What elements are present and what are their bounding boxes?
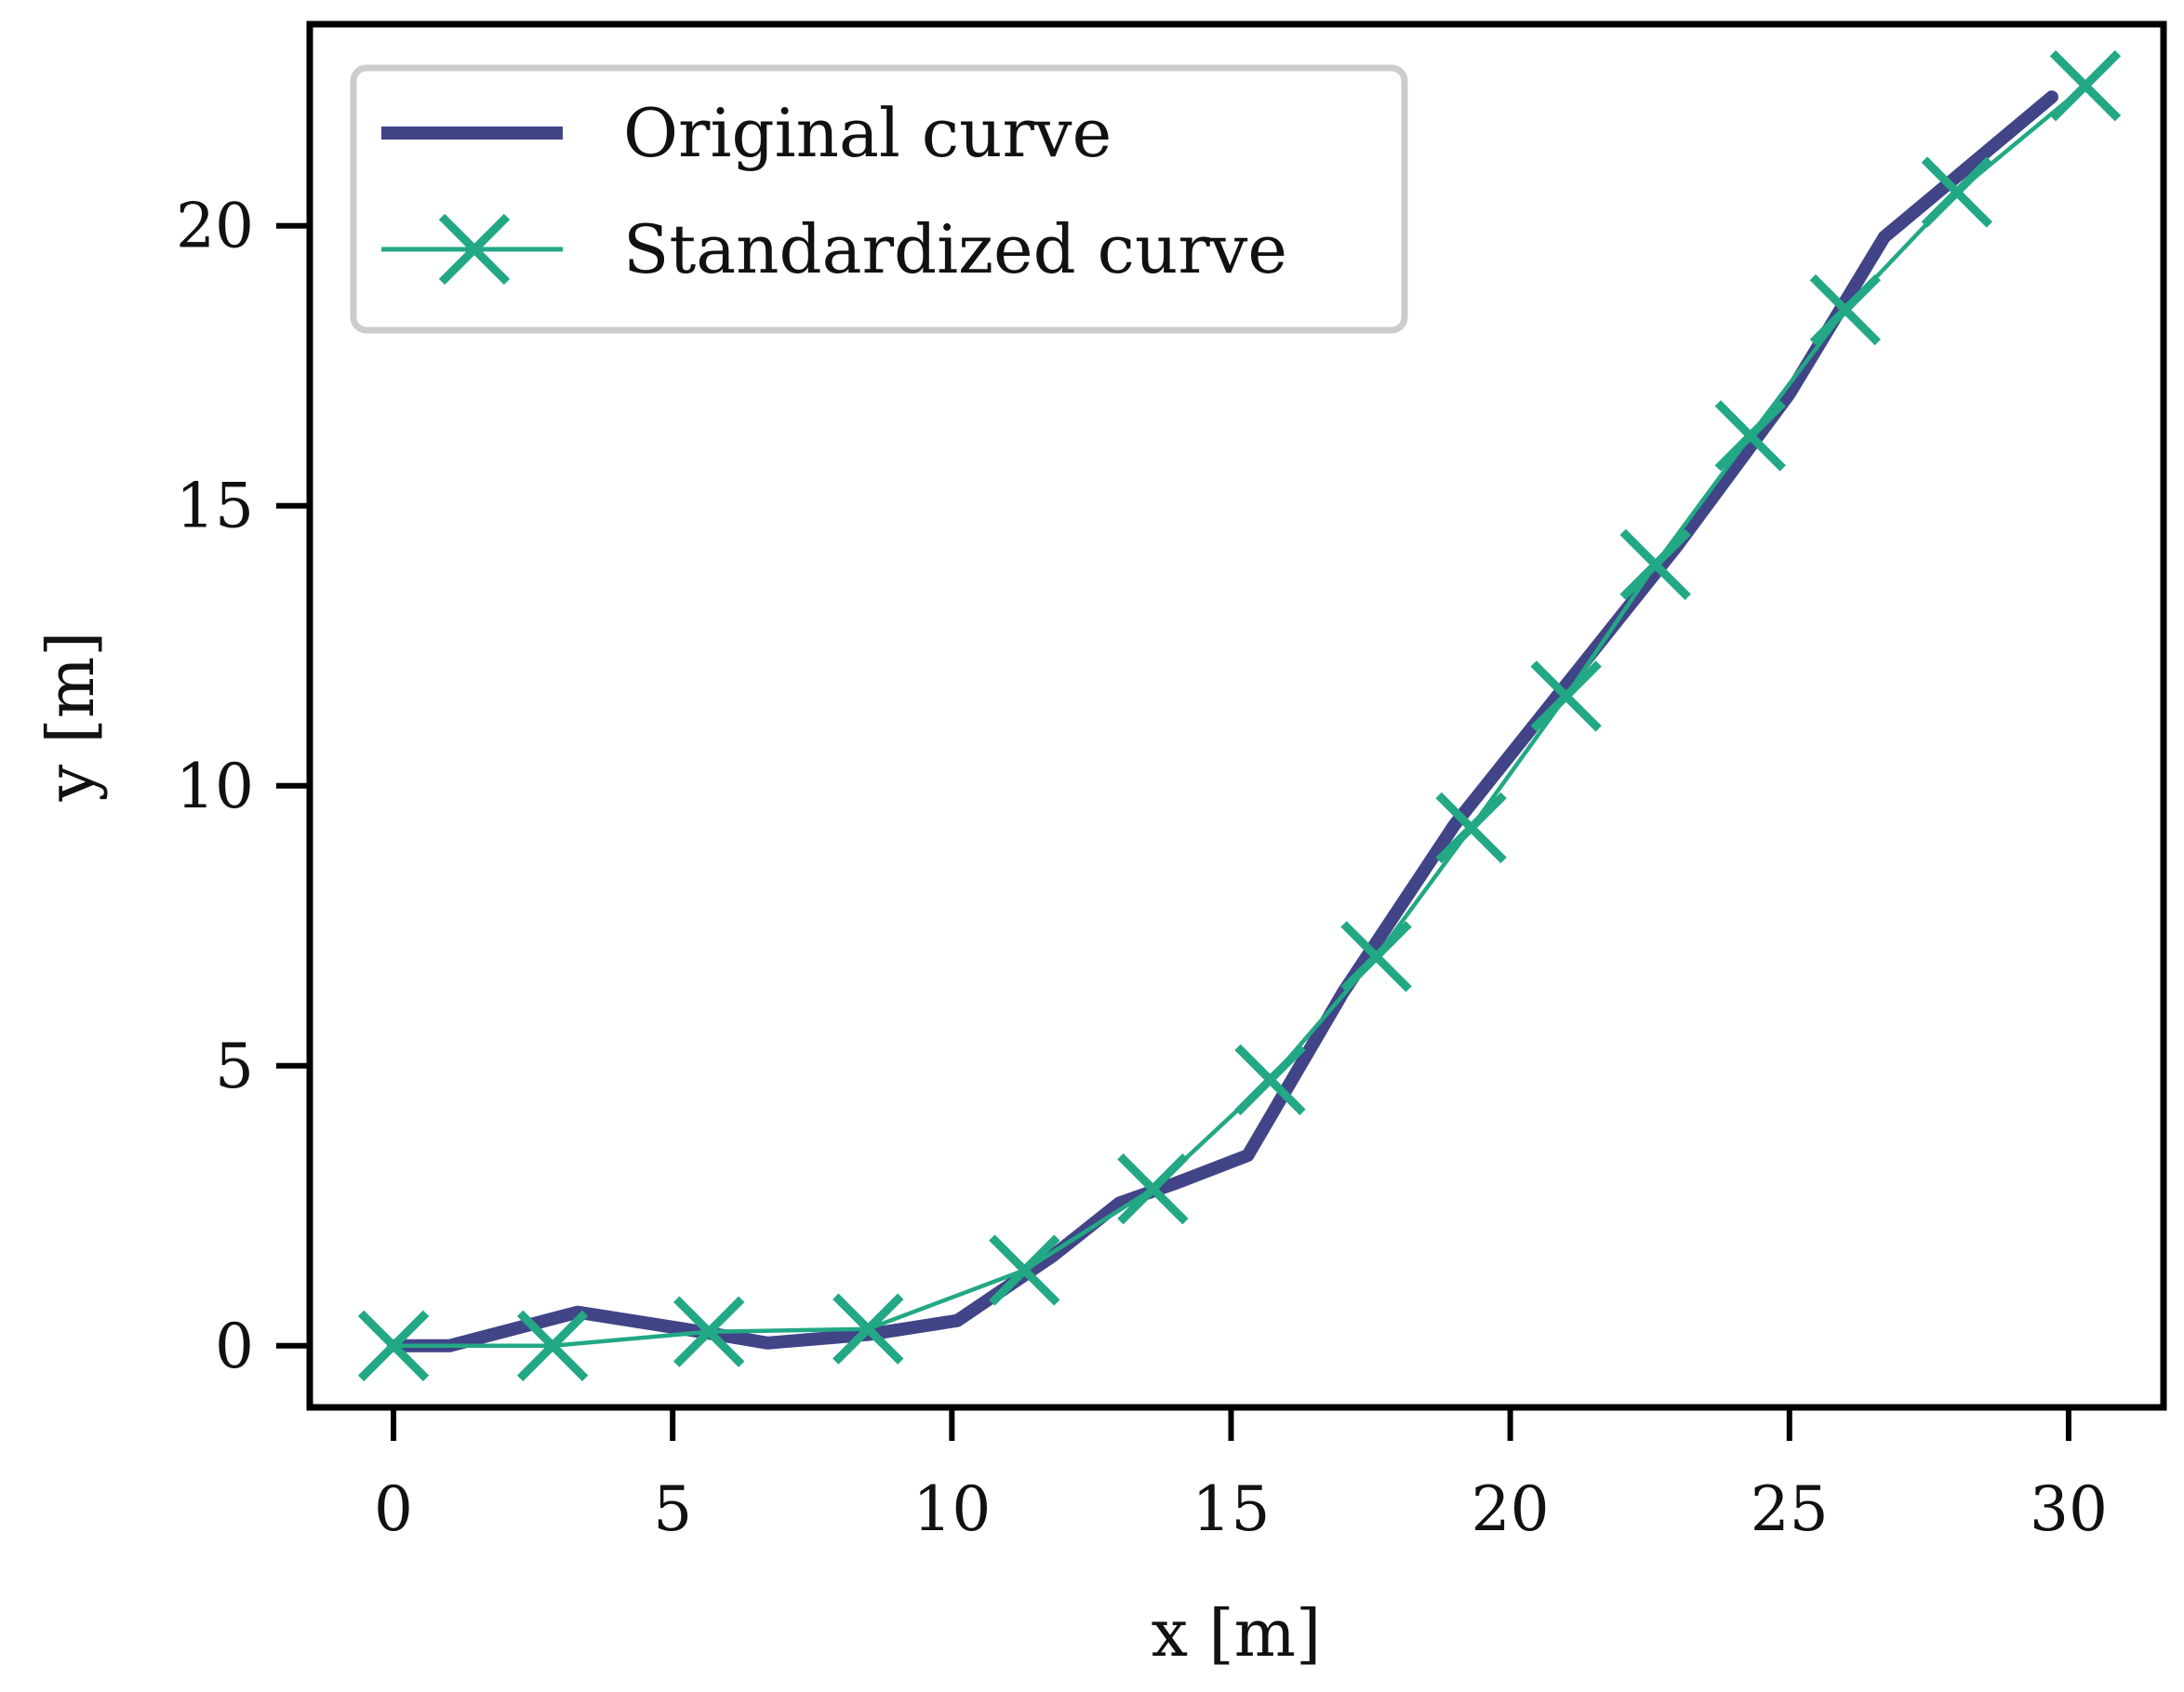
series-1-point-8 <box>1435 792 1507 864</box>
x-tick-label-4: 20 <box>1472 1473 1550 1545</box>
legend-original-label: Original curve <box>623 94 1112 172</box>
series-1-point-12 <box>1809 273 1882 346</box>
x-tick-label-1: 5 <box>653 1473 692 1545</box>
series-markers <box>357 50 2122 1381</box>
x-tick-label-3: 15 <box>1192 1473 1271 1545</box>
plot-frame <box>306 20 2167 1411</box>
x-axis-label: x [m] <box>1152 1595 1322 1672</box>
y-tick-label-4: 20 <box>176 191 254 262</box>
x-axis-ticks: 0 5 10 15 20 25 30 <box>374 1407 2108 1545</box>
series-line-0 <box>387 90 2058 1352</box>
series-1-point-5 <box>1117 1153 1189 1225</box>
series-1-point-3 <box>832 1293 904 1365</box>
series-1-point-11 <box>1714 400 1786 472</box>
legend: Original curve Standardized curve <box>350 64 1408 334</box>
series-1-point-0 <box>357 1310 430 1381</box>
x-tick-label-5: 25 <box>1751 1473 1829 1545</box>
series-1-point-10 <box>1619 528 1691 601</box>
legend-standardized-marker <box>438 213 511 286</box>
series-1-point-7 <box>1340 921 1412 993</box>
series-1-point-9 <box>1530 660 1602 732</box>
series-1-point-14 <box>2049 50 2122 122</box>
x-tick-label-2: 10 <box>912 1473 991 1545</box>
y-tick-label-1: 5 <box>215 1031 254 1102</box>
x-tick-label-0: 0 <box>374 1473 413 1545</box>
series-1-point-4 <box>989 1234 1060 1306</box>
x-tick-label-6: 30 <box>2030 1473 2108 1545</box>
legend-standardized-label: Standardized curve <box>623 210 1287 288</box>
y-axis-ticks: 0 5 10 15 20 <box>176 191 310 1382</box>
series-1-point-6 <box>1234 1044 1306 1115</box>
y-tick-label-2: 10 <box>176 751 254 822</box>
legend-frame <box>350 64 1408 334</box>
y-axis-label: y [m] <box>33 632 109 803</box>
series-1-point-13 <box>1921 156 1993 228</box>
y-tick-label-3: 15 <box>176 471 254 542</box>
series-1-point-1 <box>516 1310 589 1381</box>
y-tick-label-0: 0 <box>215 1311 254 1382</box>
series-1-point-2 <box>673 1296 745 1367</box>
